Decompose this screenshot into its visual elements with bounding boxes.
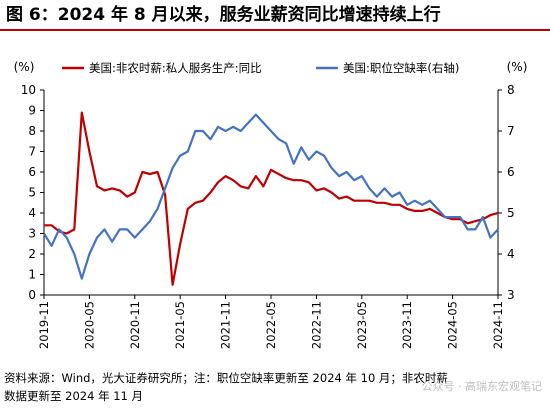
- left-tick-label: 5: [28, 186, 36, 200]
- chart-title: 图 6：2024 年 8 月以来，服务业薪资同比增速持续上行: [6, 5, 441, 25]
- left-tick-label: 7: [28, 145, 36, 159]
- left-tick-label: 6: [28, 165, 36, 179]
- right-tick-label: 6: [507, 165, 515, 179]
- watermark-text: 公众号 · 高瑞东宏观笔记: [421, 380, 543, 393]
- x-tick-label: 2024-11: [491, 301, 505, 349]
- x-tick-label: 2024-05: [446, 301, 460, 349]
- left-tick-label: 1: [28, 268, 36, 282]
- left-tick-label: 4: [28, 206, 36, 220]
- source-note-line-2: 数据更新至 2024 年 11 月: [4, 389, 144, 403]
- x-tick-label: 2020-05: [82, 301, 96, 349]
- right-tick-label: 8: [507, 83, 515, 97]
- x-tick-label: 2022-11: [309, 301, 323, 349]
- title-divider: [0, 29, 550, 31]
- source-note-line-1: 资料来源：Wind，光大证券研究所；注：职位空缺率更新至 2024 年 10 月…: [4, 371, 448, 385]
- left-tick-label: 8: [28, 124, 36, 138]
- legend-label: 美国:非农时薪:私人服务生产:同比: [89, 61, 262, 75]
- left-tick-label: 2: [28, 247, 36, 261]
- x-tick-label: 2022-05: [264, 301, 278, 349]
- x-tick-label: 2023-11: [400, 301, 414, 349]
- legend: 美国:非农时薪:私人服务生产:同比 美国:职位空缺率(右轴): [62, 61, 459, 75]
- left-tick-label: 10: [21, 83, 36, 97]
- right-tick-label: 7: [507, 124, 515, 138]
- x-tick-label: 2021-11: [219, 301, 233, 349]
- left-tick-label: 0: [28, 288, 36, 302]
- x-tick-label: 2020-11: [128, 301, 142, 349]
- axes: (%) (%) 0 1 2 3 4 5 6 7 8 9 10 3 4 5 6 7 8 2019-11 2020-05 20…: [14, 60, 528, 349]
- right-tick-label: 4: [507, 247, 515, 261]
- left-tick-label: 3: [28, 227, 36, 241]
- series-lines: [43, 111, 499, 286]
- x-tick-label: 2019-11: [37, 301, 51, 349]
- x-tick-label: 2023-05: [355, 301, 369, 349]
- x-tick-label: 2021-05: [173, 301, 187, 349]
- right-axis-unit: (%): [507, 60, 528, 74]
- left-axis-unit: (%): [14, 60, 35, 74]
- legend-label: 美国:职位空缺率(右轴): [343, 61, 459, 75]
- wage-growth-line: [44, 111, 499, 286]
- right-tick-label: 5: [507, 206, 515, 220]
- dual-axis-line-chart: 美国:非农时薪:私人服务生产:同比 美国:职位空缺率(右轴) (%) (%) 0 1 2 3…: [14, 60, 528, 349]
- left-tick-label: 9: [28, 104, 36, 118]
- job-openings-rate-line: [43, 113, 499, 280]
- right-tick-label: 3: [507, 288, 515, 302]
- source-note: 资料来源：Wind，光大证券研究所；注：职位空缺率更新至 2024 年 10 月…: [4, 369, 546, 405]
